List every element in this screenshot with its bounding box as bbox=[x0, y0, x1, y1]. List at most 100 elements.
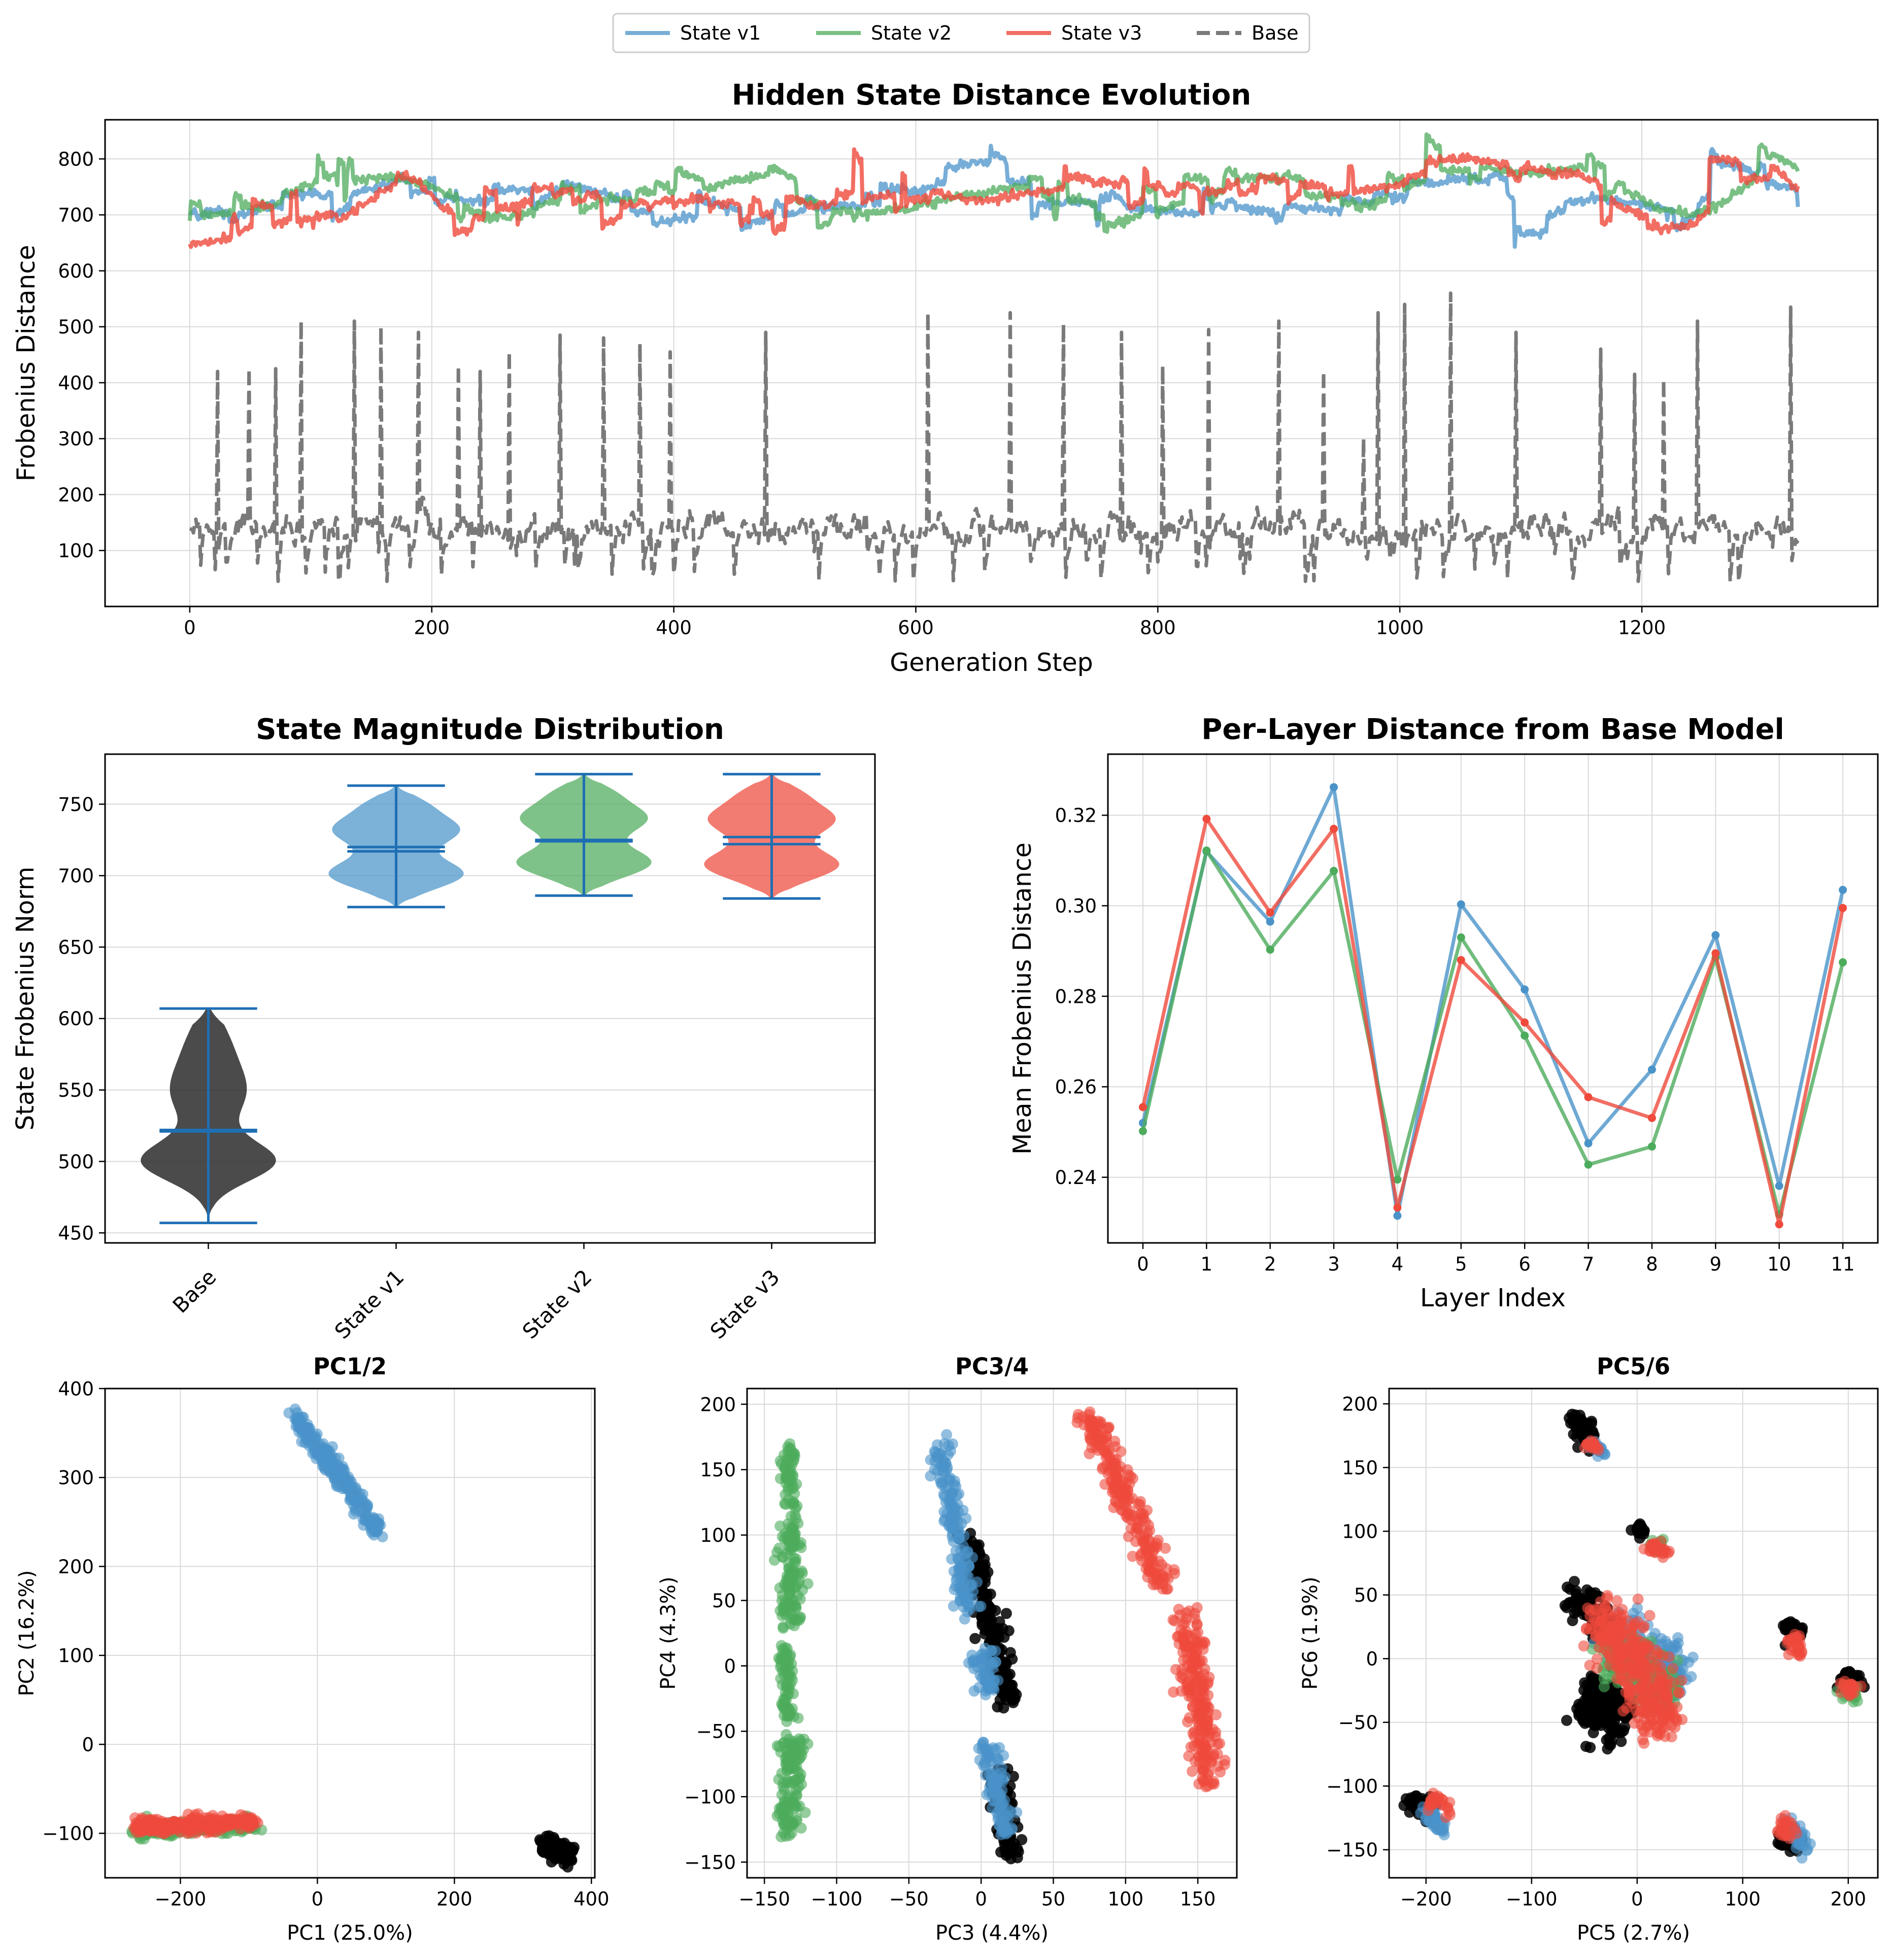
x-tick-label: −100 bbox=[811, 1888, 863, 1910]
y-tick-label: −150 bbox=[1326, 1839, 1378, 1861]
scatter-point bbox=[1635, 1680, 1647, 1692]
scatter-point bbox=[1594, 1634, 1606, 1646]
scatter-point bbox=[998, 1702, 1009, 1714]
scatter-cluster bbox=[1772, 1810, 1803, 1844]
scatter-point bbox=[555, 1839, 566, 1851]
scatter-point bbox=[130, 1820, 142, 1832]
scatter-cluster bbox=[283, 1403, 388, 1543]
scatter-point bbox=[968, 1655, 980, 1667]
scatter-point bbox=[1006, 1822, 1018, 1834]
y-tick-label: 500 bbox=[58, 1151, 94, 1173]
scatter-point bbox=[1596, 1692, 1607, 1703]
scatter-point bbox=[1197, 1639, 1208, 1650]
scatter-point bbox=[1615, 1610, 1627, 1622]
scatter-point bbox=[1660, 1546, 1672, 1558]
scatter-point bbox=[986, 1645, 997, 1657]
y-tick-label: 450 bbox=[58, 1223, 94, 1244]
scatter-point bbox=[1667, 1702, 1678, 1714]
scatter-point bbox=[1791, 1828, 1803, 1839]
scatter-point bbox=[1619, 1676, 1631, 1688]
scatter-point bbox=[785, 1464, 796, 1476]
scatter-point bbox=[1160, 1542, 1171, 1554]
y-tick-label: 600 bbox=[58, 260, 94, 282]
data-point-state-v3 bbox=[1584, 1093, 1593, 1101]
scatter-point bbox=[1086, 1442, 1098, 1454]
scatter-point bbox=[1615, 1668, 1627, 1679]
scatter-point bbox=[1796, 1852, 1808, 1864]
scatter-cluster bbox=[1071, 1406, 1180, 1595]
scatter-point bbox=[778, 1737, 790, 1749]
scatter-point bbox=[1561, 1714, 1572, 1726]
data-point-state-v3 bbox=[1839, 904, 1847, 913]
scatter-point bbox=[955, 1544, 966, 1556]
scatter-point bbox=[1844, 1667, 1856, 1678]
scatter-point bbox=[774, 1455, 786, 1467]
scatter-point bbox=[1004, 1647, 1016, 1659]
scatter-point bbox=[779, 1597, 791, 1608]
scatter-point bbox=[1591, 1653, 1603, 1665]
data-point-state-v3 bbox=[1775, 1220, 1783, 1229]
scatter-point bbox=[1582, 1694, 1594, 1705]
scatter-point bbox=[795, 1822, 807, 1834]
data-point-state-v3 bbox=[1647, 1113, 1656, 1122]
scatter-point bbox=[1651, 1702, 1663, 1713]
scatter-point bbox=[1137, 1536, 1149, 1547]
scatter-point bbox=[292, 1412, 303, 1424]
scatter-point bbox=[948, 1523, 959, 1535]
y-tick-label: 0.32 bbox=[1055, 805, 1097, 827]
scatter-point bbox=[1147, 1546, 1159, 1558]
scatter-point bbox=[966, 1593, 978, 1605]
scatter-point bbox=[1588, 1727, 1599, 1739]
scatter-point bbox=[1200, 1760, 1211, 1771]
scatter-point bbox=[1196, 1697, 1207, 1709]
scatter-point bbox=[542, 1836, 553, 1847]
data-point-state-v3 bbox=[1711, 949, 1720, 958]
y-tick-label: 500 bbox=[58, 316, 94, 338]
y-tick-label: 0 bbox=[82, 1734, 94, 1755]
scatter-point bbox=[1846, 1680, 1858, 1692]
y-tick-label: −100 bbox=[42, 1823, 94, 1845]
scatter-point bbox=[1667, 1677, 1679, 1688]
x-tick-label: 7 bbox=[1582, 1254, 1595, 1275]
data-point-state-v1 bbox=[1266, 917, 1274, 926]
scatter-point bbox=[1606, 1721, 1617, 1733]
x-tick-label: 800 bbox=[1140, 617, 1176, 639]
scatter-point bbox=[1660, 1635, 1671, 1647]
scatter-point bbox=[1609, 1639, 1621, 1651]
scatter-point bbox=[783, 1670, 795, 1681]
y-axis-label: PC2 (16.2%) bbox=[15, 1570, 39, 1697]
scatter-point bbox=[1595, 1596, 1606, 1608]
scatter-cluster bbox=[973, 1736, 1023, 1840]
x-axis-label: PC3 (4.4%) bbox=[935, 1921, 1049, 1945]
scatter-point bbox=[773, 1542, 785, 1554]
scatter-point bbox=[790, 1553, 802, 1565]
x-tick-label: −100 bbox=[1506, 1888, 1558, 1910]
y-tick-label: 400 bbox=[58, 1378, 94, 1400]
scatter-point bbox=[1127, 1473, 1138, 1484]
x-axis-label: Layer Index bbox=[1420, 1283, 1566, 1312]
scatter-point bbox=[1611, 1595, 1623, 1607]
scatter-point bbox=[1168, 1686, 1179, 1698]
scatter-point bbox=[1615, 1736, 1627, 1747]
scatter-point bbox=[308, 1435, 319, 1447]
scatter-cluster bbox=[773, 1640, 804, 1727]
scatter-point bbox=[789, 1536, 800, 1548]
scatter-point bbox=[1644, 1610, 1656, 1621]
scatter-point bbox=[1200, 1720, 1212, 1732]
x-tick-label: 1000 bbox=[1376, 617, 1424, 639]
scatter-point bbox=[297, 1421, 309, 1432]
data-point-state-v1 bbox=[1647, 1065, 1656, 1074]
x-tick-label: 1 bbox=[1201, 1254, 1213, 1275]
scatter-point bbox=[942, 1449, 954, 1461]
chart-title: Hidden State Distance Evolution bbox=[732, 79, 1251, 112]
scatter-point bbox=[1565, 1417, 1576, 1429]
chart-title: State Magnitude Distribution bbox=[256, 713, 724, 746]
y-axis-label: PC4 (4.3%) bbox=[657, 1576, 680, 1689]
y-tick-label: 600 bbox=[58, 1008, 94, 1030]
x-tick-label: 100 bbox=[1725, 1888, 1761, 1910]
scatter-point bbox=[1657, 1721, 1669, 1733]
scatter-point bbox=[1122, 1464, 1133, 1476]
scatter-point bbox=[783, 1764, 794, 1776]
y-tick-label: 0.26 bbox=[1055, 1076, 1097, 1098]
